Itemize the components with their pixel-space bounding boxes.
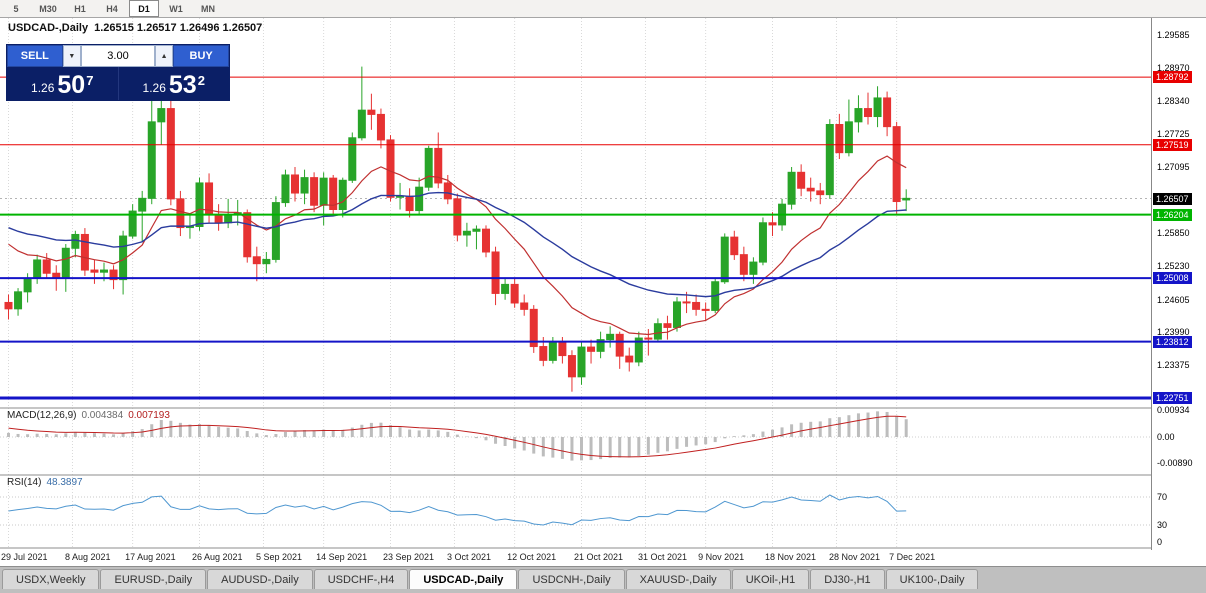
buy-price-pip: 2 (197, 73, 205, 88)
macd-panel (0, 411, 1151, 461)
chart-tab-usdcnh-daily[interactable]: USDCNH-,Daily (518, 569, 625, 589)
timeframe-toolbar: 5 M30 H1 H4 D1 W1 MN (0, 0, 1206, 18)
chart-title: USDCAD-,Daily 1.26515 1.26517 1.26496 1.2… (8, 22, 262, 34)
macd-signal-value: 0.007193 (128, 410, 170, 421)
lot-increase-button[interactable]: ▲ (155, 45, 174, 67)
price-axis-label: 1.23375 (1157, 359, 1190, 370)
sell-price-pip: 7 (86, 73, 94, 88)
macd-indicator-label: MACD(12,26,9) 0.004384 0.007193 (7, 410, 170, 421)
rsi-value: 48.3897 (46, 477, 83, 488)
one-click-trading-panel: SELL ▼ ▲ BUY 1.26 50 7 1.26 53 2 (6, 44, 230, 101)
price-line-label: 1.23812 (1153, 335, 1192, 348)
timeframe-button-h1[interactable]: H1 (74, 3, 86, 14)
date-label: 18 Nov 2021 (765, 552, 817, 562)
rsi-line (8, 494, 907, 526)
chart-tab-xauusd-daily[interactable]: XAUUSD-,Daily (625, 569, 731, 589)
macd-axis-label: -0.00890 (1157, 458, 1193, 468)
rsi-axis-label: 0 (1157, 537, 1163, 547)
macd-axis-label: 0.00934 (1157, 405, 1190, 415)
price-axis-label: 1.23990 (1157, 327, 1190, 338)
price-axis-label: 1.28970 (1157, 62, 1190, 73)
sell-price-display[interactable]: 1.26 50 7 (7, 67, 118, 100)
macd-title: MACD(12,26,9) (7, 410, 77, 421)
buy-price-display[interactable]: 1.26 53 2 (117, 67, 230, 100)
date-label: 23 Sep 2021 (383, 552, 435, 562)
rsi-panel (0, 494, 1151, 526)
date-label: 9 Nov 2021 (698, 552, 745, 562)
chart-tab-usdchf-h4[interactable]: USDCHF-,H4 (313, 569, 409, 589)
timeframe-button-mn[interactable]: MN (201, 3, 215, 14)
date-label: 12 Oct 2021 (507, 552, 557, 562)
sell-button[interactable]: SELL (7, 45, 63, 67)
date-label: 21 Oct 2021 (574, 552, 624, 562)
date-label: 7 Dec 2021 (889, 552, 936, 562)
horizontal-level-lines[interactable] (0, 76, 1151, 400)
chart-tab-ukoil-h1[interactable]: UKOil-,H1 (731, 569, 810, 589)
macd-signal-line (8, 415, 907, 458)
chart-tab-audusd-daily[interactable]: AUDUSD-,Daily (207, 569, 313, 589)
price-axis-label: 1.29585 (1157, 29, 1190, 40)
ma-fast-line (8, 155, 907, 336)
price-axis-label: 1.27725 (1157, 128, 1190, 139)
buy-price-main: 53 (168, 71, 197, 99)
timeframe-button-h4[interactable]: H4 (106, 3, 118, 14)
price-line-label: 1.28792 (1153, 71, 1192, 84)
rsi-axis-label: 70 (1157, 492, 1168, 502)
buy-button[interactable]: BUY (173, 45, 229, 67)
price-line-label: 1.27519 (1153, 138, 1192, 151)
date-label: 3 Oct 2021 (446, 552, 492, 562)
chart-tab-dj30-h1[interactable]: DJ30-,H1 (810, 569, 885, 589)
chart-tab-usdx-weekly[interactable]: USDX,Weekly (2, 569, 100, 589)
timeframe-button-5[interactable]: 5 (13, 3, 19, 14)
sell-price-main: 50 (57, 71, 86, 99)
price-line-label: 1.25008 (1153, 272, 1192, 285)
buy-price-prefix: 1.26 (142, 81, 166, 95)
chart-symbol-period: USDCAD-,Daily (8, 22, 89, 34)
lot-decrease-button[interactable]: ▼ (62, 45, 81, 67)
date-label: 28 Nov 2021 (828, 552, 881, 562)
chart-tab-uk100-daily[interactable]: UK100-,Daily (885, 569, 979, 589)
macd-main-value: 0.004384 (81, 410, 124, 421)
price-axis-label: 1.28340 (1157, 96, 1190, 107)
chart-tabs-bar: USDX,Weekly EURUSD-,Daily AUDUSD-,Daily USD… (0, 566, 1206, 593)
candles-layer (4, 66, 911, 392)
date-label: 14 Sep 2021 (316, 552, 368, 562)
chevron-down-icon: ▼ (68, 52, 76, 60)
macd-axis-label: 0.00 (1157, 432, 1175, 442)
sell-price-prefix: 1.26 (31, 81, 55, 95)
timeframe-button-w1[interactable]: W1 (169, 3, 183, 14)
price-axis-label: 1.24605 (1157, 294, 1190, 305)
rsi-title: RSI(14) (7, 477, 42, 488)
date-label: 17 Aug 2021 (125, 552, 176, 562)
date-label: 26 Aug 2021 (192, 552, 243, 562)
price-line-label: 1.22751 (1153, 392, 1192, 405)
chart-tab-eurusd-daily[interactable]: EURUSD-,Daily (100, 569, 207, 589)
ma-slow-line (8, 191, 907, 298)
price-axis-label: 1.25850 (1157, 228, 1190, 239)
date-label: 31 Oct 2021 (637, 552, 688, 562)
price-axis-label: 1.25230 (1157, 261, 1190, 272)
price-line-label: 1.26204 (1153, 208, 1192, 221)
chevron-up-icon: ▲ (160, 52, 168, 60)
chart-ohlc-values: 1.26515 1.26517 1.26496 1.26507 (94, 22, 263, 34)
current-price-label: 1.26507 (1153, 192, 1192, 205)
rsi-axis-label: 30 (1157, 520, 1168, 530)
trade-panel-prices: 1.26 50 7 1.26 53 2 (7, 67, 229, 100)
price-axis: 1.29585 1.28970 1.28340 1.27725 1.27095 1.258… (1151, 18, 1206, 550)
date-label: 8 Aug 2021 (64, 552, 111, 562)
rsi-indicator-label: RSI(14) 48.3897 (7, 477, 83, 488)
lot-size-input[interactable] (81, 45, 155, 67)
trade-panel-controls: SELL ▼ ▲ BUY (7, 45, 229, 67)
timeframe-button-d1[interactable]: D1 (129, 0, 159, 17)
chart-tab-usdcad-daily[interactable]: USDCAD-,Daily (409, 569, 518, 589)
price-chart-canvas[interactable] (0, 18, 1151, 550)
timeframe-button-m30[interactable]: M30 (39, 3, 57, 14)
date-label: 5 Sep 2021 (255, 552, 303, 562)
price-axis-label: 1.27095 (1157, 162, 1190, 173)
date-label: 29 Jul 2021 (1, 552, 48, 562)
time-axis: 29 Jul 2021 8 Aug 2021 17 Aug 2021 26 Aug 2… (0, 550, 1151, 566)
